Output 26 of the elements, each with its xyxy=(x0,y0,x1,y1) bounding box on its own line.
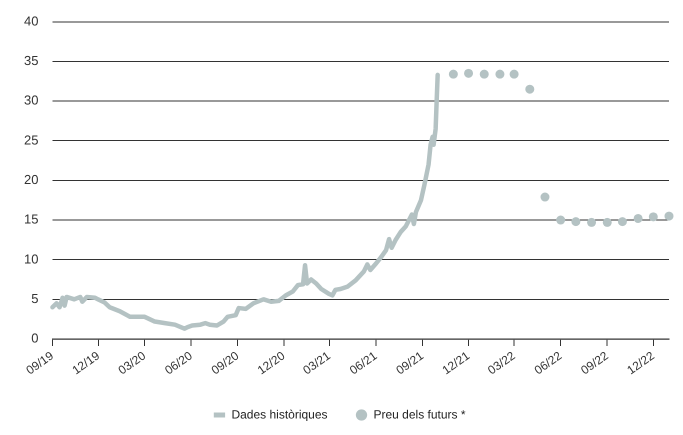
point xyxy=(448,70,458,79)
point xyxy=(648,212,658,222)
point xyxy=(634,214,643,223)
y-tick-label: 10 xyxy=(24,251,38,266)
y-tick-label: 30 xyxy=(24,92,38,108)
point xyxy=(571,217,580,226)
y-tick-label: 35 xyxy=(24,53,38,68)
point xyxy=(510,70,519,79)
y-tick-label: 40 xyxy=(24,13,38,28)
point xyxy=(525,84,534,94)
point xyxy=(480,70,489,79)
legend-label: Dades històriques xyxy=(231,407,328,422)
point xyxy=(464,68,474,78)
y-tick-label: 0 xyxy=(31,330,38,346)
point xyxy=(540,192,550,202)
point xyxy=(602,218,612,227)
y-tick-label: 20 xyxy=(24,172,38,187)
point xyxy=(587,218,596,227)
y-tick-label: 25 xyxy=(24,132,38,148)
legend-label: Preu dels futurs * xyxy=(374,407,466,422)
y-tick-label: 15 xyxy=(24,212,38,227)
point xyxy=(556,216,566,225)
y-tick-label: 5 xyxy=(31,290,38,306)
point xyxy=(618,217,627,226)
point xyxy=(664,212,674,221)
point xyxy=(495,70,504,79)
